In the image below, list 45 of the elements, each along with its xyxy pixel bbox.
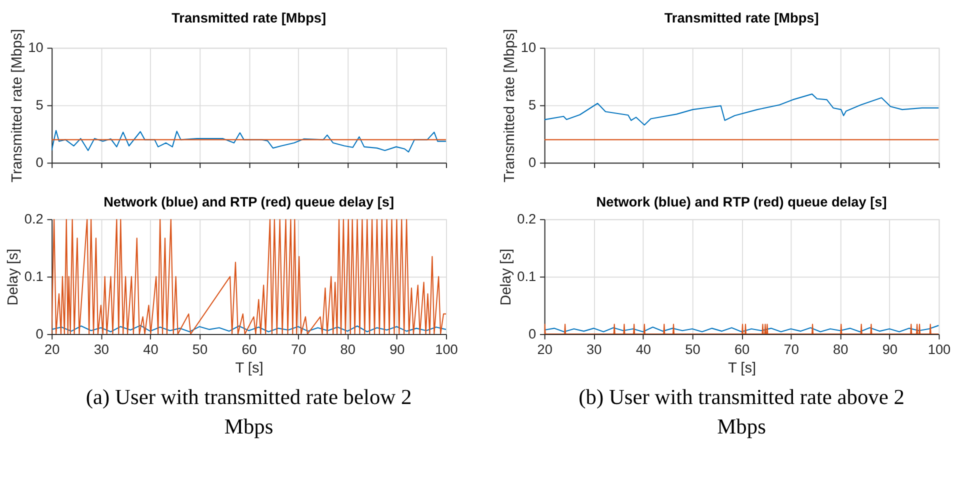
x-tick-label: 100 (928, 342, 952, 358)
x-tick-label: 80 (340, 342, 356, 358)
text: (a) User with transmitted rate below 2 Mbps (86, 385, 412, 438)
x-tick-label: 40 (143, 342, 159, 358)
x-tick-label: 40 (636, 342, 652, 358)
x-tick-label: 70 (291, 342, 307, 358)
x-tick-label: 90 (882, 342, 898, 358)
y-axis-title: Delay [s] (498, 248, 514, 306)
y-tick-label: 0 (36, 326, 44, 342)
text: (b) User with transmitted rate above 2 Mbps (578, 385, 904, 438)
x-tick-label: 60 (734, 342, 750, 358)
y-tick-label: 0 (528, 326, 536, 342)
y-tick-label: 0 (528, 155, 536, 170)
x-tick-label: 90 (390, 342, 406, 358)
y-tick-label: 5 (528, 98, 536, 113)
y-axis-title: Transmitted rate [Mbps] (9, 28, 26, 182)
x-tick-label: 60 (242, 342, 258, 358)
x-axis-title: T [s] (235, 360, 264, 377)
line-series (52, 130, 446, 153)
y-tick-label: 0.1 (24, 268, 44, 284)
x-tick-label: 20 (537, 342, 553, 358)
y-tick-label: 5 (36, 98, 44, 113)
x-tick-label: 50 (192, 342, 208, 358)
x-tick-label: 30 (586, 342, 602, 358)
y-tick-label: 0.2 (24, 212, 44, 227)
y-tick-label: 10 (28, 40, 44, 56)
chart-title: Network (blue) and RTP (red) queue delay [s] (596, 194, 887, 210)
x-tick-label: 100 (435, 342, 458, 358)
chart-title: Transmitted rate [Mbps] (664, 10, 819, 26)
y-tick-label: 0 (36, 155, 44, 170)
x-tick-label: 50 (685, 342, 701, 358)
y-tick-label: 0.1 (517, 268, 536, 284)
line-series (544, 94, 939, 126)
line-series (52, 324, 446, 332)
chart-title: Transmitted rate [Mbps] (172, 10, 326, 26)
chart-title: Network (blue) and RTP (red) queue delay [s] (104, 194, 394, 210)
x-tick-label: 80 (833, 342, 849, 358)
y-tick-label: 10 (520, 40, 536, 56)
x-tick-label: 20 (44, 342, 60, 358)
y-tick-label: 0.2 (517, 212, 536, 227)
x-axis-title: T [s] (728, 360, 756, 377)
x-tick-label: 70 (784, 342, 800, 358)
x-tick-label: 30 (94, 342, 110, 358)
y-axis-title: Delay [s] (6, 248, 22, 306)
y-axis-title: Transmitted rate [Mbps] (502, 28, 518, 182)
